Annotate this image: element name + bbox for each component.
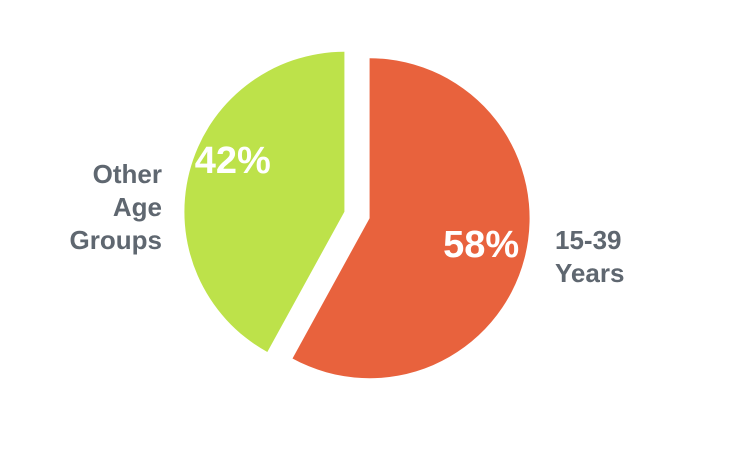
category-label: Other Age Groups [69,159,162,255]
category-label: 15-39 Years [555,225,625,288]
pie-slice [184,51,345,352]
pie-slice [292,58,530,379]
value-label: 42% [195,140,271,182]
value-label: 58% [443,224,519,266]
